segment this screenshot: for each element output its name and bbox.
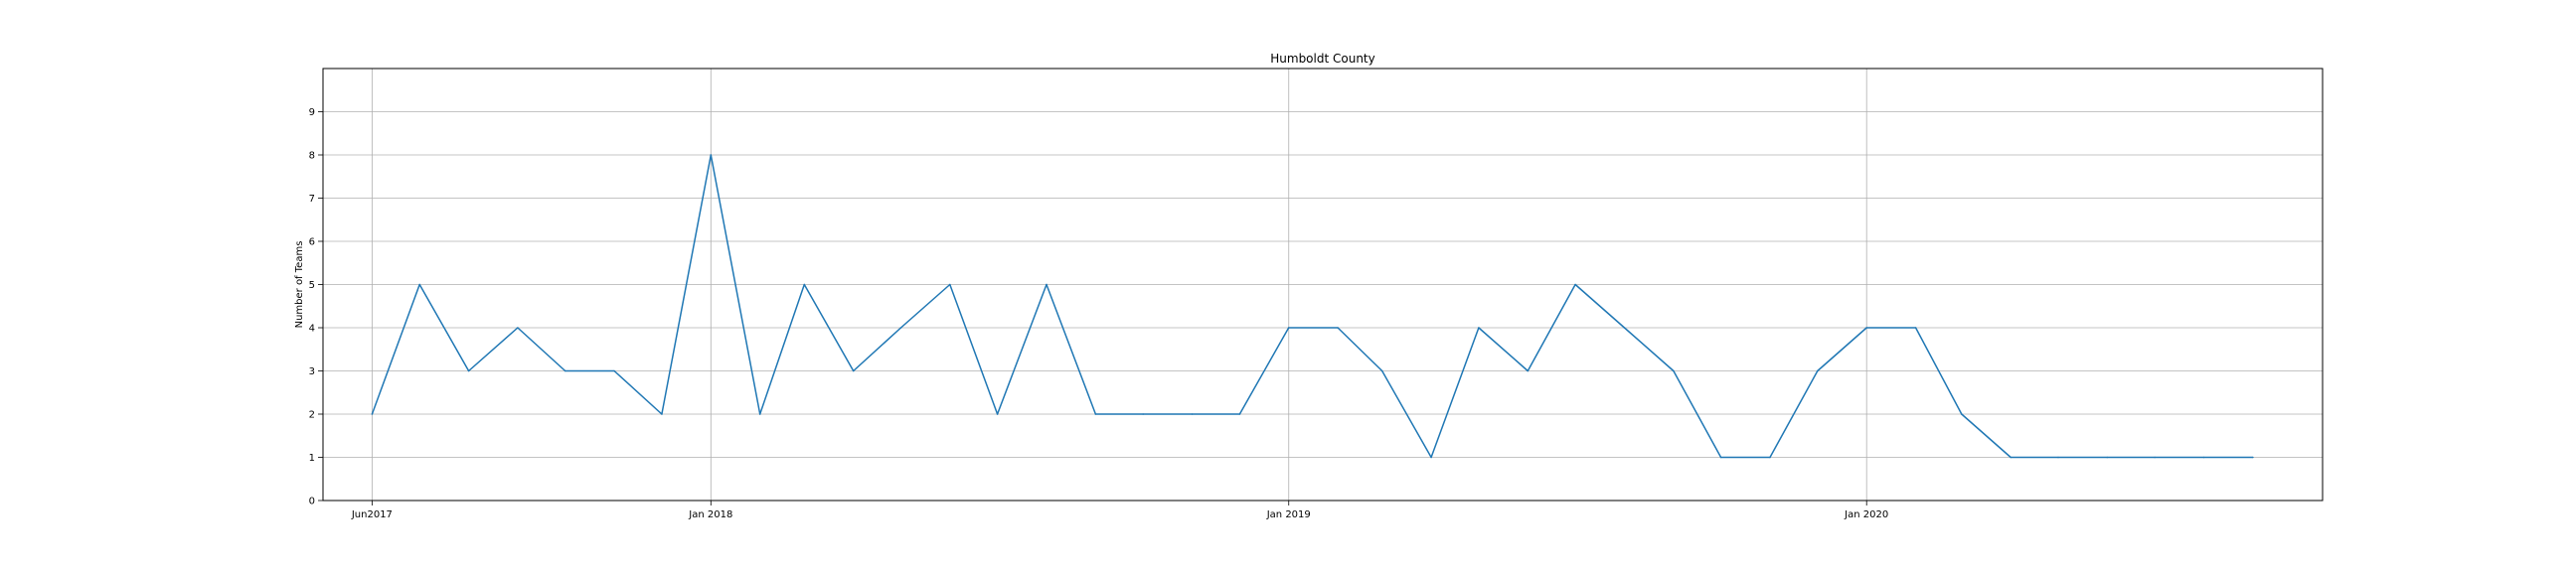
series-line-0 — [371, 154, 2253, 459]
data-point — [517, 327, 519, 329]
data-point — [2010, 456, 2012, 459]
data-point — [1623, 327, 1626, 329]
data-point — [1961, 413, 1963, 415]
data-point — [899, 327, 902, 329]
data-point — [949, 283, 951, 286]
data-point — [661, 413, 663, 415]
data-point — [1046, 283, 1047, 286]
y-tick-label: 2 — [309, 410, 315, 421]
x-tick-label: Jun2017 — [351, 509, 393, 520]
y-tick-label: 5 — [309, 280, 315, 291]
data-point — [418, 283, 421, 286]
data-point — [1238, 413, 1241, 415]
data-point — [2202, 456, 2205, 459]
data-point — [2057, 456, 2059, 459]
data-point — [1914, 327, 1917, 329]
data-point — [1337, 327, 1339, 329]
grid — [323, 69, 2323, 502]
data-point — [1191, 413, 1194, 415]
data-point — [613, 369, 615, 372]
data-point — [852, 369, 855, 372]
y-tick-label: 1 — [309, 453, 315, 464]
data-point — [1673, 369, 1675, 372]
x-tick-label: Jan 2020 — [1844, 509, 1888, 520]
y-tick-label: 8 — [309, 151, 315, 162]
y-axis-label: Number of Teams — [294, 241, 305, 329]
data-point — [1817, 369, 1819, 372]
data-point — [564, 369, 566, 372]
data-point — [1478, 327, 1480, 329]
y-tick-label: 4 — [309, 324, 315, 335]
data-point — [1769, 456, 1771, 459]
data-point — [803, 283, 806, 286]
data-point — [2252, 456, 2254, 459]
x-axis: Jun2017 Jan 2018 Jan 2019 Jan 2020 — [351, 501, 1888, 520]
x-tick-label: Jan 2019 — [1266, 509, 1311, 520]
y-tick-label: 9 — [309, 107, 315, 118]
data-point — [2106, 456, 2109, 459]
y-tick-label: 3 — [309, 366, 315, 377]
data-point — [1527, 369, 1530, 372]
data-point — [996, 413, 999, 415]
y-tick-label: 0 — [309, 497, 315, 507]
data-point — [1574, 283, 1576, 286]
data-point — [1430, 456, 1432, 459]
data-point — [2154, 456, 2156, 459]
data-point — [758, 413, 761, 415]
y-tick-label: 6 — [309, 237, 315, 248]
chart-title: Humboldt County — [1270, 52, 1375, 66]
data-point — [467, 369, 470, 372]
data-point — [1287, 327, 1290, 329]
data-point — [1865, 327, 1867, 329]
y-tick-label: 7 — [309, 194, 315, 205]
x-tick-label: Jan 2018 — [688, 509, 732, 520]
data-point — [371, 413, 374, 415]
data-point — [710, 154, 713, 156]
data-point — [1380, 369, 1383, 372]
data-point — [1142, 413, 1144, 415]
data-point — [1719, 456, 1722, 459]
series-layer — [371, 154, 2254, 459]
y-axis: 0 1 2 3 4 5 6 7 8 9 — [309, 107, 323, 507]
data-point — [1094, 413, 1097, 415]
